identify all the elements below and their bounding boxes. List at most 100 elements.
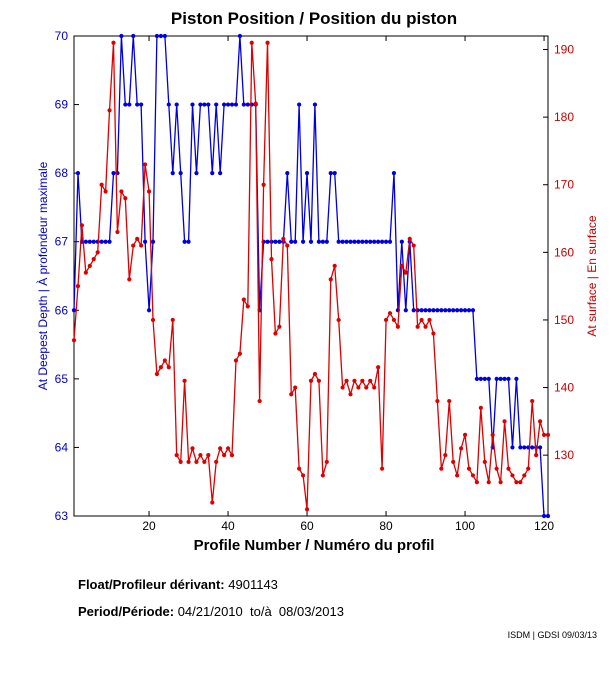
surface-data-point: [107, 108, 112, 113]
surface-data-point: [162, 358, 167, 363]
x-tick-label: 120: [534, 519, 554, 533]
surface-data-point: [261, 182, 266, 187]
deepest-data-point: [139, 102, 144, 107]
deepest-data-point: [75, 171, 81, 176]
deepest-data-point: [538, 445, 543, 450]
surface-data-point: [403, 270, 408, 275]
surface-data-point: [75, 284, 81, 289]
surface-data-point: [478, 405, 483, 410]
surface-data-point: [281, 236, 286, 241]
surface-data-point: [498, 480, 503, 485]
deepest-data-point: [427, 308, 432, 313]
surface-data-point: [87, 263, 92, 268]
surface-data-point: [143, 162, 148, 167]
right-tick-label: 160: [554, 245, 574, 259]
deepest-data-point: [174, 102, 179, 107]
surface-data-point: [127, 277, 132, 282]
surface-data-point: [225, 446, 231, 451]
deepest-data-point: [150, 239, 156, 244]
deepest-data-point: [158, 33, 163, 39]
surface-data-point: [241, 297, 246, 302]
surface-data-point: [253, 101, 258, 106]
deepest-data-point: [190, 102, 195, 107]
float-info: Float/Profileur dérivant: 4901143: [78, 577, 278, 592]
surface-data-point: [206, 453, 211, 458]
deepest-data-point: [383, 239, 389, 244]
surface-data-point: [368, 378, 373, 383]
surface-data-point: [135, 236, 140, 241]
deepest-data-point: [99, 239, 104, 244]
surface-data-point: [245, 304, 250, 309]
surface-data-point: [541, 432, 547, 437]
surface-data-point: [340, 385, 345, 390]
x-tick-label: 80: [379, 519, 393, 533]
surface-data-point: [99, 182, 104, 187]
surface-data-point: [154, 371, 160, 377]
deepest-data-point: [127, 102, 132, 107]
right-tick-label: 190: [554, 43, 574, 57]
deepest-data-point: [474, 376, 479, 381]
left-tick-label: 67: [55, 235, 69, 249]
deepest-data-point: [486, 376, 491, 381]
deepest-data-point: [146, 308, 152, 313]
deepest-data-point: [182, 239, 187, 244]
surface-data-point: [95, 250, 100, 255]
surface-data-point: [419, 317, 424, 323]
x-tick-label: 60: [300, 519, 314, 533]
x-tick-label: 20: [142, 519, 156, 533]
deepest-data-point: [214, 102, 219, 107]
surface-data-point: [427, 317, 432, 323]
float-label: Float/Profileur dérivant:: [78, 577, 225, 592]
right-axis-ticks: 130 140 150 160 170 180 190: [543, 43, 574, 462]
surface-data-point: [178, 459, 183, 465]
surface-data-point: [182, 378, 187, 383]
surface-data-point: [214, 459, 219, 465]
surface-data-point: [486, 480, 491, 485]
deepest-data-point: [194, 171, 199, 176]
deepest-data-point: [135, 102, 140, 107]
surface-data-point: [289, 392, 294, 397]
deepest-data-point: [332, 171, 337, 176]
deepest-data-point: [202, 102, 207, 107]
deepest-data-point: [71, 308, 77, 313]
surface-data-point: [328, 277, 333, 282]
surface-data-point: [399, 263, 404, 268]
surface-data-point: [210, 500, 215, 505]
deepest-data-point: [403, 308, 408, 313]
deepest-data-point: [435, 308, 440, 313]
deepest-data-point: [336, 239, 341, 244]
deepest-data-point: [154, 33, 160, 39]
deepest-data-point: [348, 239, 353, 244]
surface-data-point: [514, 480, 519, 485]
surface-data-point: [336, 317, 341, 323]
surface-data-point: [526, 466, 531, 471]
deepest-data-point: [510, 445, 515, 450]
surface-data-point: [415, 324, 420, 329]
x-axis-ticks: 20 40 60 80 100 120: [142, 36, 554, 533]
deepest-data-point: [455, 308, 460, 313]
deepest-data-point: [423, 308, 428, 313]
deepest-data-point: [459, 308, 464, 313]
deepest-data-point: [324, 239, 329, 244]
deepest-data-point: [545, 513, 551, 519]
deepest-data-point: [482, 376, 487, 381]
surface-data-point: [423, 324, 428, 329]
surface-data-point: [316, 378, 321, 383]
deepest-data-point: [411, 308, 416, 313]
deepest-data-point: [293, 239, 298, 244]
surface-data-point: [534, 453, 539, 458]
surface-data-point: [462, 432, 468, 437]
surface-data-point: [522, 473, 527, 478]
surface-data-point: [320, 473, 325, 478]
deepest-data-point: [380, 239, 385, 244]
deepest-data-point: [541, 513, 547, 519]
deepest-data-point: [312, 102, 318, 107]
deepest-data-point: [360, 239, 365, 244]
deepest-data-point: [372, 239, 377, 244]
surface-data-point: [218, 446, 223, 451]
left-tick-label: 66: [55, 303, 69, 317]
surface-data-point: [344, 378, 349, 383]
left-axis-ticks: 63 64 65 66 67 68 69 70: [55, 29, 79, 523]
surface-data-point: [376, 365, 381, 370]
